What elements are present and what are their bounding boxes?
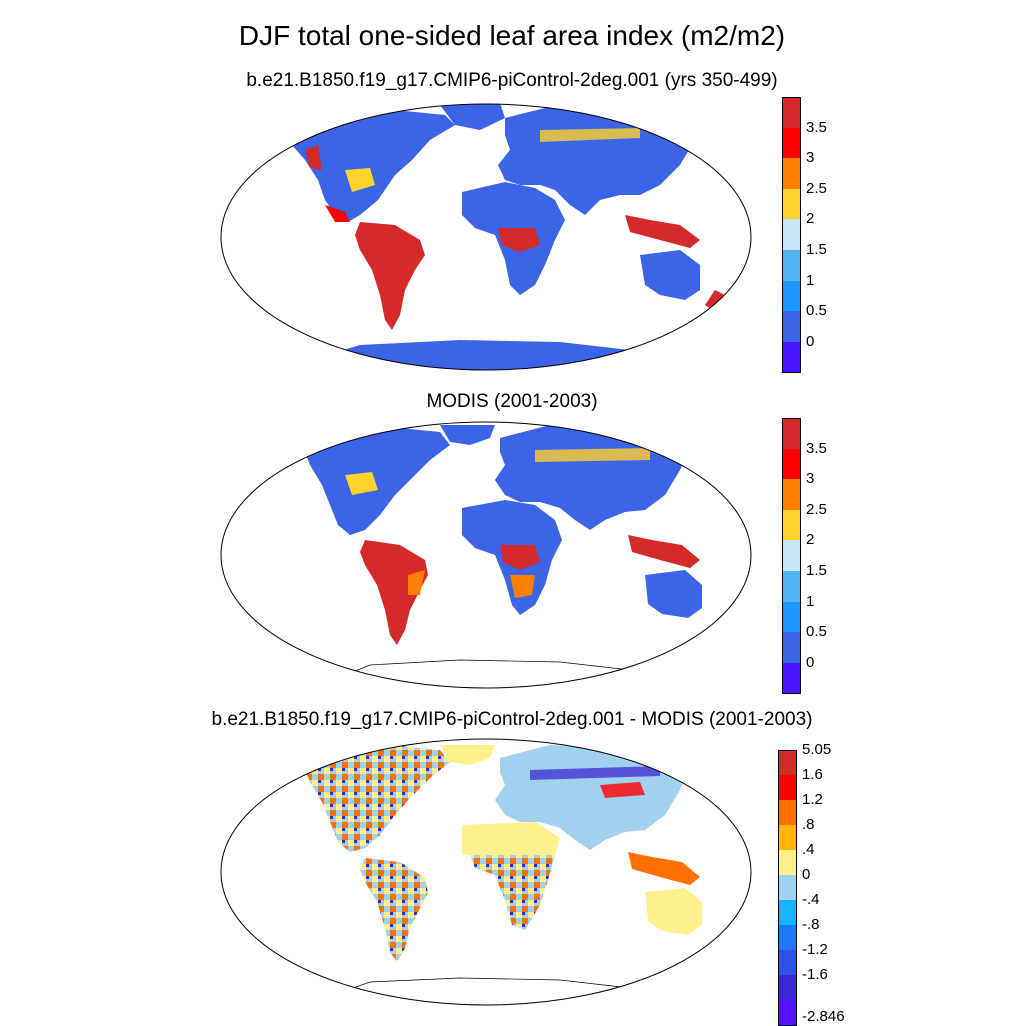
modis-australia	[645, 570, 702, 618]
diff-boreal-strip	[530, 766, 660, 780]
modis-congo	[500, 545, 540, 570]
colorbar-label: .4	[802, 841, 815, 858]
colorbar-label: 1.5	[806, 241, 827, 258]
colorbar-label: 0	[806, 653, 815, 671]
colorbar-label: -1.6	[802, 966, 828, 983]
colorbar-label: 3.5	[806, 118, 827, 136]
modis-greenland	[440, 425, 495, 445]
diff-siberia-red	[600, 782, 645, 798]
colorbar-label: -.4	[802, 891, 820, 908]
colorbar-label: 1.2	[802, 791, 823, 808]
model-se-asia	[625, 215, 700, 248]
colorbar-swatch	[782, 571, 801, 602]
colorbar-swatch	[782, 540, 801, 571]
colorbar-label: 1	[806, 592, 815, 610]
colorbar-label: 3	[806, 470, 815, 488]
colorbar-swatch	[782, 448, 801, 480]
diff-south-america	[360, 858, 428, 962]
colorbar-swatch	[778, 975, 797, 1000]
colorbar-swatch	[778, 1000, 797, 1026]
colorbar-swatch	[782, 662, 801, 695]
diff-greenland	[440, 745, 495, 765]
colorbar-swatch	[782, 127, 801, 159]
model-map-border	[220, 103, 752, 371]
colorbar-label: 0	[802, 866, 811, 883]
colorbar-label: 2.5	[806, 179, 827, 197]
colorbar-swatch	[778, 825, 797, 850]
colorbar-swatch	[782, 632, 801, 663]
modis-brazil-east	[408, 570, 425, 595]
colorbar-swatch	[778, 800, 797, 825]
colorbar-label: 1.6	[802, 766, 823, 783]
colorbar-swatch	[778, 900, 797, 925]
colorbar-label: 1.5	[806, 562, 827, 579]
model-map	[285, 104, 725, 370]
colorbar-swatch	[778, 850, 797, 875]
modis-south-america	[360, 540, 428, 645]
colorbar-swatch	[782, 311, 801, 342]
model-nw-coast	[305, 145, 322, 170]
diff-se-asia	[628, 852, 700, 885]
diff-australia	[645, 888, 702, 935]
modis-map	[300, 425, 702, 686]
colorbar-label: 0	[806, 332, 815, 350]
modis-east-na	[345, 472, 378, 495]
colorbar-label: 5.05	[802, 741, 832, 758]
colorbar-label: .8	[802, 816, 815, 833]
diff-north-america	[300, 746, 450, 852]
modis-map-border	[220, 421, 752, 689]
colorbar-label: 0.5	[806, 302, 827, 320]
colorbar-label: 3.5	[806, 439, 827, 457]
colorbar-swatch	[782, 188, 801, 220]
model-north-america	[285, 110, 455, 222]
colorbar-label: 3	[806, 149, 815, 167]
difference-map-border	[220, 738, 752, 1006]
model-nz	[705, 290, 725, 310]
colorbar-swatch	[778, 875, 797, 900]
colorbar-swatch	[782, 509, 801, 541]
modis-se-asia	[628, 535, 700, 568]
colorbar-swatch	[782, 341, 801, 374]
colorbar-label: -1.2	[802, 941, 828, 958]
model-boreal-strip	[540, 128, 640, 142]
colorbar-swatch	[782, 280, 801, 312]
difference-panel-title: b.e21.B1850.f19_g17.CMIP6-piControl-2deg…	[211, 709, 813, 730]
colorbar-label: 2.5	[806, 500, 827, 518]
diff-sahara	[462, 822, 560, 855]
colorbar-swatch	[782, 479, 801, 510]
colorbar-swatch	[782, 219, 801, 250]
model-greenland	[440, 104, 505, 130]
modis-boreal-strip	[535, 448, 650, 462]
diff-antarctica	[319, 977, 691, 1001]
model-amazon-core	[368, 230, 418, 262]
colorbar-swatch	[782, 158, 801, 189]
colorbar-swatch	[778, 750, 797, 776]
colorbar-label: 0.5	[806, 623, 827, 641]
modis-panel-title: MODIS (2001-2003)	[426, 391, 598, 412]
colorbar-label: -2.846	[802, 1008, 845, 1025]
modis-antarctica	[319, 659, 691, 686]
colorbar-swatch	[778, 950, 797, 975]
colorbar-swatch	[782, 97, 801, 129]
colorbar-label: -.8	[802, 916, 820, 933]
colorbar-label: 2	[806, 531, 815, 549]
model-australia	[640, 250, 700, 300]
model-east-na	[345, 168, 375, 192]
model-congo	[498, 228, 540, 252]
modis-savanna	[510, 575, 535, 598]
colorbar-swatch	[782, 250, 801, 281]
model-panel-title: b.e21.B1850.f19_g17.CMIP6-piControl-2deg…	[246, 70, 778, 91]
colorbar-swatch	[778, 925, 797, 950]
colorbar-swatch	[782, 418, 801, 450]
model-central-america	[325, 205, 350, 222]
diff-africa-south	[470, 855, 555, 930]
figure-title: DJF total one-sided leaf area index (m2/…	[238, 20, 786, 51]
difference-map	[300, 745, 702, 1001]
colorbar-swatch	[778, 775, 797, 800]
colorbar-swatch	[782, 601, 801, 633]
colorbar-label: 1	[806, 271, 815, 289]
colorbar-label: 2	[806, 210, 815, 228]
